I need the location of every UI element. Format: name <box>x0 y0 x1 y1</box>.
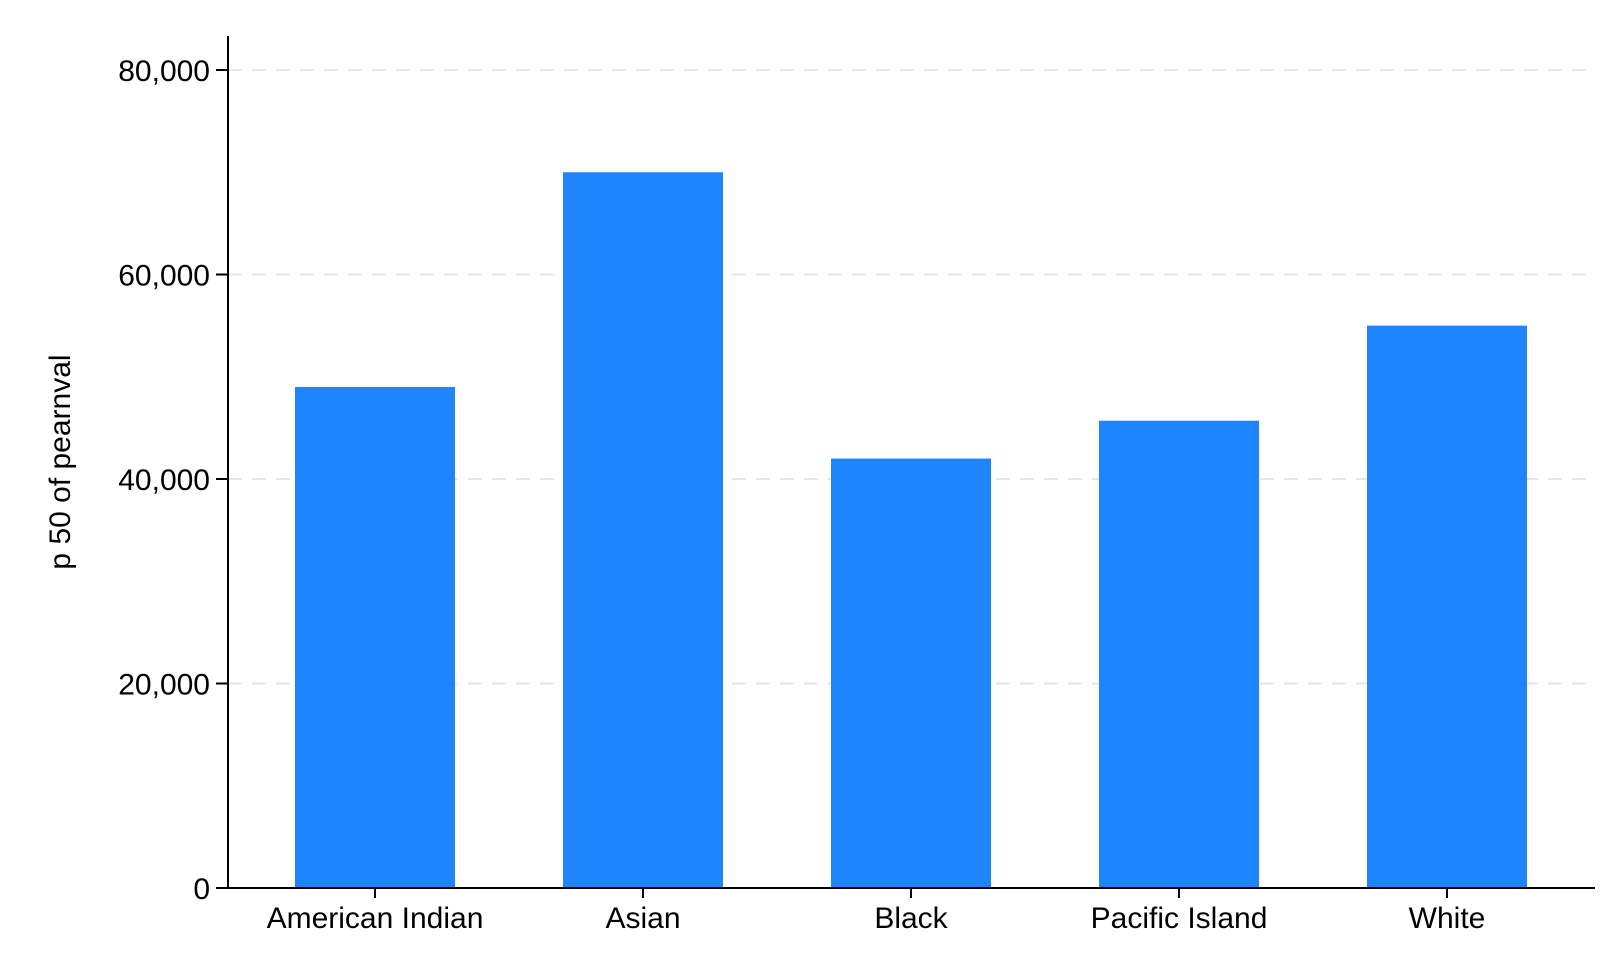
y-tick-label: 60,000 <box>118 260 210 293</box>
x-tick-label: Asian <box>605 902 680 935</box>
y-tick-label: 20,000 <box>118 669 210 702</box>
y-axis-ticks: 0 20,000 40,000 60,000 80,000 <box>118 55 228 906</box>
y-tick-label: 80,000 <box>118 55 210 88</box>
x-tick-label: Pacific Island <box>1091 902 1268 935</box>
bar <box>1367 325 1527 888</box>
y-tick-label: 0 <box>193 873 210 906</box>
y-axis-title: p 50 of pearnval <box>44 354 77 569</box>
x-tick-label: Black <box>874 902 948 935</box>
bar <box>295 386 455 888</box>
bar <box>563 172 723 888</box>
bars <box>295 172 1527 888</box>
y-tick-label: 40,000 <box>118 464 210 497</box>
bar <box>1099 420 1259 888</box>
x-axis-ticks: American Indian Asian Black Pacific Island W… <box>267 888 1486 935</box>
x-tick-label: White <box>1409 902 1486 935</box>
bar <box>831 458 991 888</box>
x-tick-label: American Indian <box>267 902 484 935</box>
